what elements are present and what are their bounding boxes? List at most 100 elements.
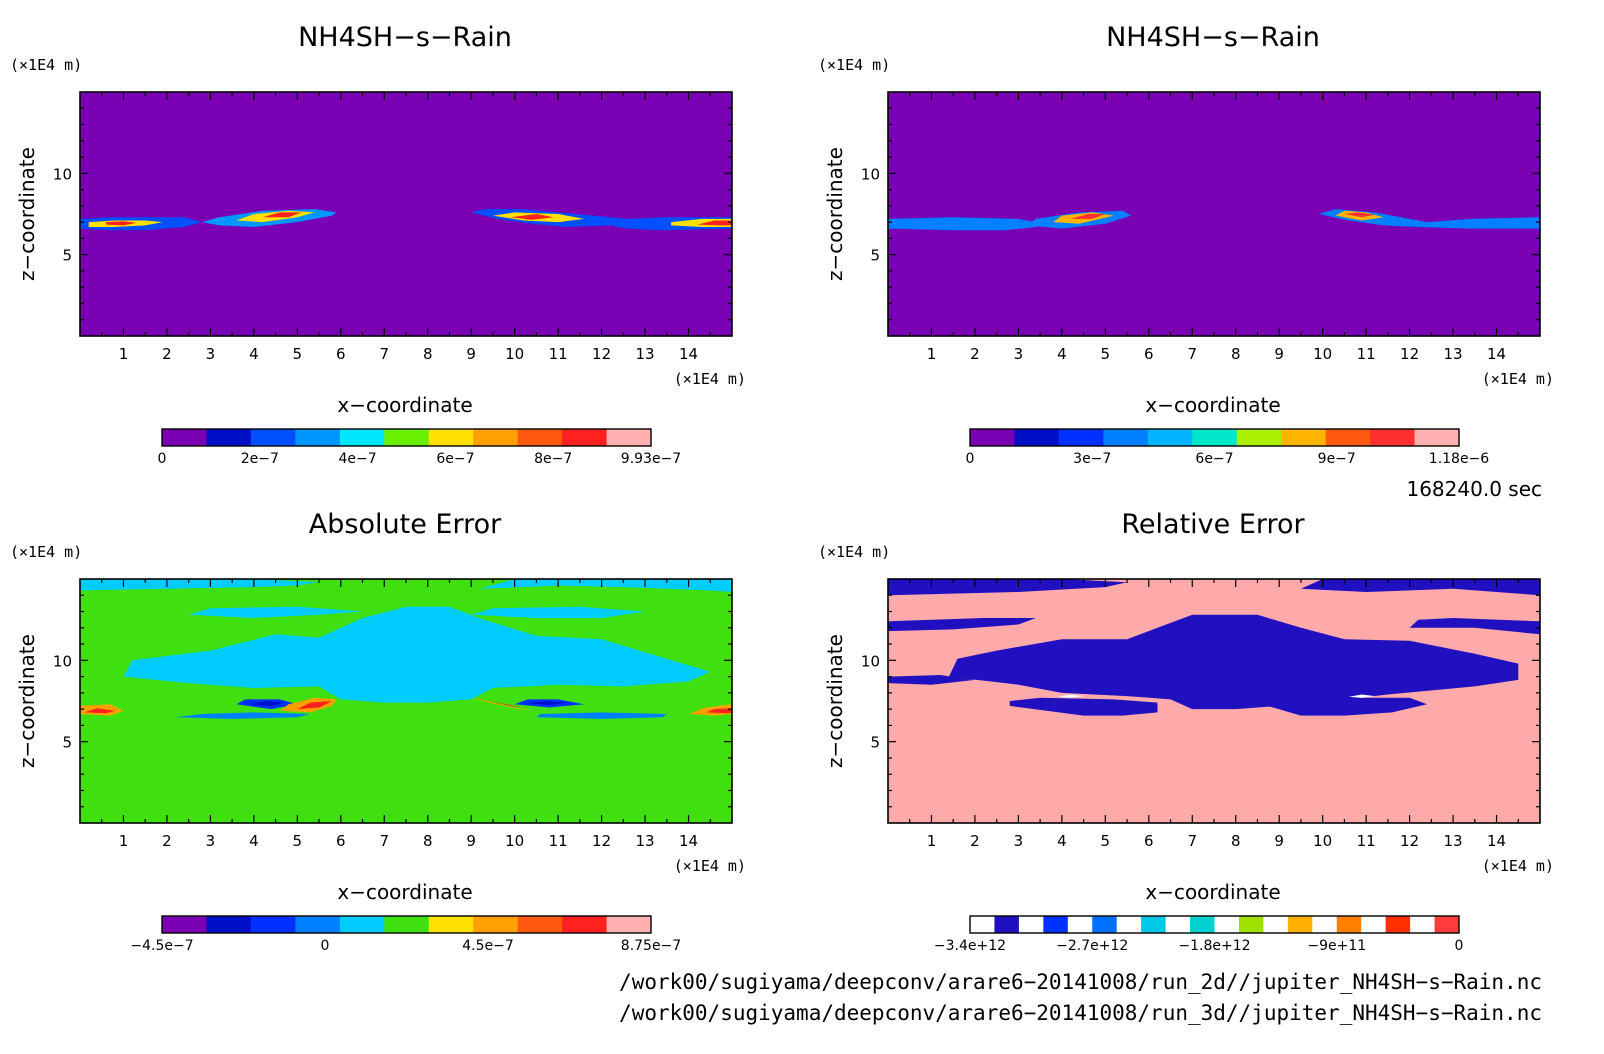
x-tick-label: 10: [1313, 345, 1332, 363]
x-tick-label: 7: [379, 345, 389, 363]
colorbar-swatch: [970, 429, 1015, 446]
contour-region: [888, 675, 975, 685]
contour-region: [479, 579, 732, 592]
x-tick-label: 7: [1187, 832, 1197, 850]
y-unit-label: (×1E4 m): [818, 543, 890, 561]
x-tick-label: 14: [679, 345, 698, 363]
colorbar-swatch: [250, 429, 296, 446]
colorbar-swatch: [1325, 429, 1371, 446]
colorbar-tick-label: 6e−7: [436, 451, 474, 467]
panel-title: NH4SH−s−Rain: [1106, 22, 1320, 53]
colorbar-tick-label: 8e−7: [534, 451, 572, 467]
contour-region: [705, 708, 732, 714]
colorbar-tick-label: 9.93e−7: [621, 451, 681, 467]
contour-region: [888, 579, 1128, 596]
x-tick-label: 5: [293, 345, 303, 363]
x-tick-label: 11: [1357, 345, 1376, 363]
colorbar-swatch: [1287, 916, 1313, 933]
contour-region: [106, 221, 137, 226]
colorbar-swatch: [473, 429, 519, 446]
colorbar-swatch: [1147, 429, 1193, 446]
colorbar-swatch: [1141, 916, 1167, 933]
colorbar-swatch: [1361, 916, 1387, 933]
x-tick-label: 6: [336, 345, 346, 363]
colorbar-swatch: [1058, 429, 1104, 446]
colorbar-swatch: [384, 916, 430, 933]
colorbar-swatch: [1165, 916, 1191, 933]
x-tick-label: 13: [636, 832, 655, 850]
x-tick-label: 1: [927, 345, 937, 363]
contour-region: [1409, 618, 1540, 635]
colorbar-tick-label: 6e−7: [1195, 451, 1233, 467]
colorbar-swatch: [295, 916, 341, 933]
y-unit-label: (×1E4 m): [10, 543, 82, 561]
colorbar-tick-label: −1.8e+12: [1178, 938, 1250, 954]
contour-region: [123, 606, 711, 703]
contour-region: [249, 701, 285, 706]
x-tick-label: 14: [1487, 832, 1506, 850]
x-tick-label: 2: [162, 832, 172, 850]
y-tick-label: 10: [861, 165, 880, 183]
x-unit-label: (×1E4 m): [674, 370, 746, 388]
x-tick-label: 13: [1444, 832, 1463, 850]
x-tick-label: 9: [1274, 832, 1284, 850]
colorbar-swatch: [1410, 916, 1436, 933]
x-tick-label: 11: [549, 832, 568, 850]
y-axis-label: z−coordinate: [823, 147, 847, 281]
y-tick-label: 5: [870, 247, 880, 265]
colorbar-swatch: [1434, 916, 1460, 933]
x-tick-label: 7: [1187, 345, 1197, 363]
colorbar-frame: [969, 915, 1460, 934]
colorbar-swatch: [1043, 916, 1069, 933]
x-tick-label: 8: [423, 345, 433, 363]
x-axis-label: x−coordinate: [1145, 393, 1280, 417]
x-tick-label: 11: [1357, 832, 1376, 850]
contour-layer: [80, 209, 732, 231]
x-tick-label: 1: [119, 345, 129, 363]
colorbar-swatch: [1312, 916, 1338, 933]
colorbar-swatch: [1067, 916, 1093, 933]
panel-title: NH4SH−s−Rain: [298, 22, 512, 53]
contour-layer: [888, 579, 1540, 716]
colorbar-swatch: [206, 429, 252, 446]
x-tick-label: 8: [1231, 345, 1241, 363]
contour-region: [948, 614, 1519, 710]
plot-background: [888, 92, 1540, 336]
colorbar-swatch: [1414, 429, 1460, 446]
colorbar-swatch: [1214, 916, 1240, 933]
colorbar-swatch: [339, 916, 385, 933]
x-tick-label: 9: [466, 345, 476, 363]
panel-title: Relative Error: [1121, 509, 1305, 540]
colorbar-swatch: [606, 429, 652, 446]
x-tick-label: 5: [1101, 832, 1111, 850]
contour-region: [1344, 212, 1375, 218]
y-axis-label: z−coordinate: [15, 634, 39, 768]
contour-region: [1009, 697, 1158, 716]
x-tick-label: 10: [505, 345, 524, 363]
x-tick-label: 11: [549, 345, 568, 363]
x-tick-label: 4: [249, 345, 259, 363]
colorbar-swatch: [517, 916, 563, 933]
contour-layer: [888, 209, 1540, 231]
colorbar-tick-label: 4.5e−7: [462, 938, 514, 954]
colorbar-swatch: [1336, 916, 1362, 933]
contour-region: [1348, 694, 1375, 698]
y-tick-label: 10: [53, 652, 72, 670]
colorbar-swatch: [606, 916, 652, 933]
x-tick-label: 8: [423, 832, 433, 850]
colorbar-tick-label: 0: [321, 938, 330, 954]
colorbar-swatch: [1370, 429, 1416, 446]
colorbar-swatch: [473, 916, 519, 933]
contour-region: [488, 701, 524, 708]
x-unit-label: (×1E4 m): [1482, 857, 1554, 875]
contour-region: [536, 712, 667, 719]
contour-region: [175, 712, 311, 719]
x-unit-label: (×1E4 m): [674, 857, 746, 875]
x-tick-label: 6: [1144, 832, 1154, 850]
colorbar-tick-label: −2.7e+12: [1056, 938, 1128, 954]
colorbar-swatch: [162, 429, 207, 446]
